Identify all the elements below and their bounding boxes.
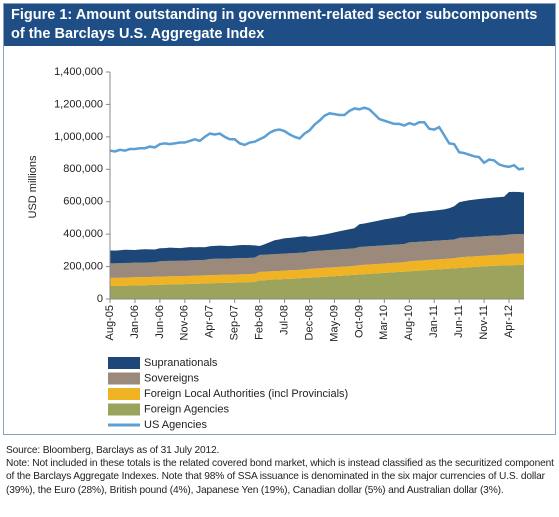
figure: Figure 1: Amount outstanding in governme… xyxy=(3,3,556,435)
y-tick-label: 200,000 xyxy=(63,260,103,272)
y-tick-label: 1,400,000 xyxy=(54,66,103,78)
legend-label: Sovereigns xyxy=(144,372,200,384)
y-tick-label: 400,000 xyxy=(63,228,103,240)
legend-swatch xyxy=(108,388,140,400)
line xyxy=(109,106,525,171)
area xyxy=(110,233,524,278)
x-tick-label: Feb-08 xyxy=(254,305,266,340)
area xyxy=(110,264,524,299)
source: Source: Bloomberg, Barclays as of 31 Jul… xyxy=(6,445,220,456)
y-tick-label: 600,000 xyxy=(63,196,103,208)
chart-title: Figure 1: Amount outstanding in governme… xyxy=(4,4,555,46)
area xyxy=(110,191,524,264)
x-tick-label: Dec-08 xyxy=(303,305,315,340)
note: Note: Not included in these totals is th… xyxy=(6,458,554,496)
legend-swatch xyxy=(108,372,140,385)
legend-label: Foreign Local Authorities (incl Provinci… xyxy=(144,388,348,400)
x-tick-label: Aug-10 xyxy=(403,305,415,340)
notes: Source: Bloomberg, Barclays as of 31 Jul… xyxy=(6,444,554,497)
x-tick-label: May-09 xyxy=(328,305,340,342)
x-tick-label: Jun-11 xyxy=(453,305,465,338)
area xyxy=(110,253,524,287)
y-axis-label: USD millions xyxy=(27,155,39,218)
y-tick-label: 800,000 xyxy=(63,163,103,175)
x-tick-label: Jan-11 xyxy=(428,305,440,338)
x-tick-label: Jun-06 xyxy=(154,305,166,339)
x-tick-label: Aug-05 xyxy=(104,305,116,340)
y-tick-label: 1,000,000 xyxy=(54,131,103,143)
x-tick-label: Nov-11 xyxy=(478,305,490,340)
legend-label: Foreign Agencies xyxy=(144,403,229,415)
x-tick-label: Apr-12 xyxy=(503,305,515,338)
x-tick-label: Nov-06 xyxy=(179,305,191,340)
y-tick-label: 1,200,000 xyxy=(54,98,103,110)
legend-swatch xyxy=(108,357,140,369)
legend-swatch xyxy=(108,403,140,416)
x-tick-label: Oct-09 xyxy=(353,305,365,338)
x-tick-label: Sep-07 xyxy=(229,305,241,340)
x-tick-label: Apr-07 xyxy=(204,305,216,338)
legend-label: US Agencies xyxy=(144,419,207,431)
x-tick-label: Jan-06 xyxy=(129,305,141,339)
chart: USD millions 0 200,000 400,000 600,000 800,0… xyxy=(27,66,525,431)
x-tick-label: Mar-10 xyxy=(378,305,390,340)
x-tick-label: Jul-08 xyxy=(278,305,290,335)
legend-label: Supranationals xyxy=(144,357,218,369)
y-tick-label: 0 xyxy=(97,293,103,305)
